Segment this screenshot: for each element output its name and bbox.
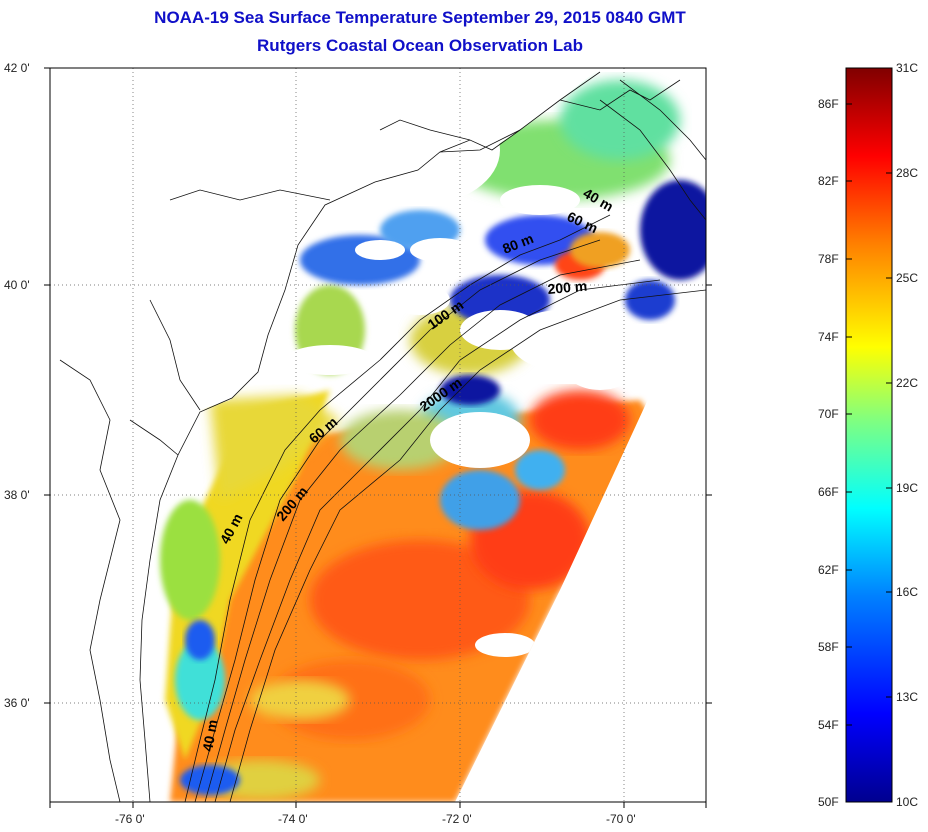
map-subtitle: Rutgers Coastal Ocean Observation Lab xyxy=(257,36,583,55)
colorbar-fahrenheit-label: 82F xyxy=(818,174,839,188)
axis-ticks xyxy=(44,67,712,808)
graticule xyxy=(50,68,706,802)
colorbar-celsius-label: 31C xyxy=(896,61,919,75)
lon-tick-label: -74 0' xyxy=(278,812,308,826)
colorbar-fahrenheit-label: 50F xyxy=(818,795,839,809)
colorbar-fahrenheit-label: 66F xyxy=(818,485,839,499)
lat-tick-label: 42 0' xyxy=(4,61,30,75)
colorbar-fahrenheit-label: 58F xyxy=(818,640,839,654)
lat-tick-label: 40 0' xyxy=(4,278,30,292)
bathymetry-contours xyxy=(184,79,706,802)
contour-label: 40 m xyxy=(199,718,220,752)
colorbar-fahrenheit-label: 54F xyxy=(818,718,839,732)
colorbar-celsius-label: 25C xyxy=(896,271,919,285)
map-title: NOAA-19 Sea Surface Temperature Septembe… xyxy=(154,8,686,27)
lon-tick-label: -76 0' xyxy=(115,812,145,826)
lat-tick-label: 36 0' xyxy=(4,696,30,710)
colorbar-celsius-label: 16C xyxy=(896,585,919,599)
lat-tick-label: 38 0' xyxy=(4,488,30,502)
colorbar-celsius-label: 10C xyxy=(896,795,919,809)
contour-label: 200 m xyxy=(547,278,588,297)
colorbar-celsius-label: 19C xyxy=(896,481,919,495)
colorbar-fahrenheit-label: 78F xyxy=(818,252,839,266)
land-mass xyxy=(50,68,470,802)
colorbar-fahrenheit-label: 62F xyxy=(818,563,839,577)
colorbar-celsius-label: 22C xyxy=(896,376,919,390)
colorbar-celsius-label: 13C xyxy=(896,690,919,704)
colorbar xyxy=(845,67,893,803)
lon-tick-label: -72 0' xyxy=(442,812,472,826)
map-frame xyxy=(49,67,707,803)
lon-tick-label: -70 0' xyxy=(606,812,636,826)
colorbar-fahrenheit-label: 70F xyxy=(818,407,839,421)
colorbar-fahrenheit-label: 74F xyxy=(818,330,839,344)
colorbar-fahrenheit-label: 86F xyxy=(818,97,839,111)
colorbar-celsius-label: 28C xyxy=(896,166,919,180)
coastline xyxy=(59,71,681,802)
